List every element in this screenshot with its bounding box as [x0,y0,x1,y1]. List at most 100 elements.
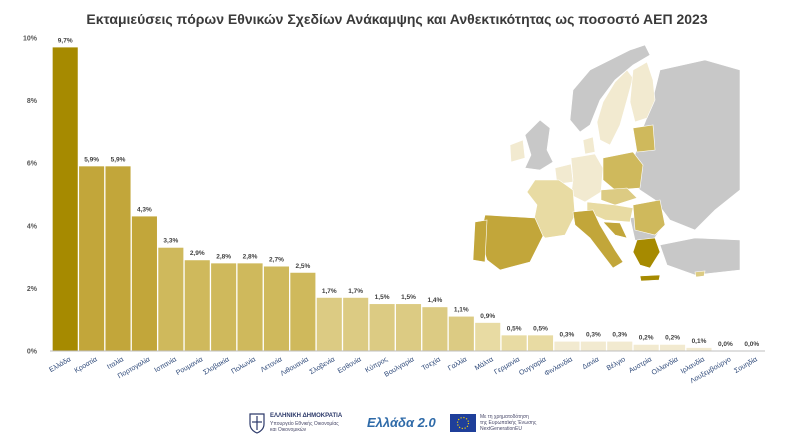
map-portugal [472,219,488,263]
gov-title: ΕΛΛΗΝΙΚΗ ΔΗΜΟΚΡΑΤΙΑ [270,413,343,419]
value-label: 4,3% [137,206,152,213]
bars [52,47,712,351]
x-tick-label: Ελλάδα [48,355,72,374]
bar [422,307,448,351]
bar [237,263,263,351]
y-tick-label: 4% [27,223,38,230]
x-tick-label: Δανία [581,355,600,371]
value-label: 0,3% [612,332,627,339]
x-tick-label: Λιθουανία [279,355,310,377]
value-label: 1,7% [348,288,363,295]
y-tick-label: 6% [27,161,38,168]
x-tick-label: Φινλανδία [543,355,574,377]
map-romania-bulgaria [632,199,666,236]
bar [184,260,210,351]
map-germany [570,153,604,203]
x-tick-label: Πολωνία [230,355,257,375]
chart-title: Εκταμιεύσεις πόρων Εθνικών Σχεδίων Ανάκα… [86,11,708,27]
map-uk [524,119,554,171]
x-tick-label: Τσεχία [420,355,442,372]
bar [52,47,78,351]
value-label: 0,0% [744,341,759,348]
bar [395,304,422,351]
bar [475,322,501,351]
bar [527,335,554,351]
value-label: 0,3% [560,332,575,339]
value-label: 1,5% [401,294,416,301]
x-tick-label: Ολλανδία [650,355,679,377]
map-crete [639,274,661,282]
gov-ministry: Υπουργείο Εθνικής Οικονομίας [270,421,339,427]
value-label: 2,9% [190,250,205,257]
value-label: 0,5% [507,325,522,332]
x-tick-label: Ισπανία [153,355,178,374]
x-tick-label: Ιταλία [106,355,125,371]
value-label: 5,9% [84,156,99,163]
value-label: 0,3% [586,332,601,339]
value-label: 1,4% [427,297,442,304]
y-tick-label: 8% [27,98,38,105]
bar [633,344,659,351]
value-label: 2,5% [295,263,310,270]
eu-logo: Με τη χρηματοδότηση της Ευρωπαϊκής Ένωση… [450,410,570,440]
coat-of-arms-icon [249,413,265,434]
x-tick-label: Σλοβακία [202,355,231,376]
map-sweden [596,69,634,146]
bar [105,166,131,351]
bar [501,335,527,351]
value-label: 5,9% [111,156,126,163]
europe-map [472,44,740,282]
value-label: 0,5% [533,325,548,332]
map-poland [602,151,644,191]
bar [263,266,290,351]
map-croatia [602,221,628,239]
bar [316,297,342,351]
y-axis: 0% 2% 4% 6% 8% 10% [23,36,38,356]
bar [369,304,395,351]
x-tick-label: Ρουμανία [175,355,205,377]
map-france [526,179,576,239]
bar [660,344,686,351]
map-czech-slovakia [600,187,638,206]
map-baltics [632,124,656,153]
gov-logo: ΕΛΛΗΝΙΚΗ ΔΗΜΟΚΡΑΤΙΑ Υπουργείο Εθνικής Οι… [248,410,358,440]
x-tick-label: Κροατία [73,355,99,374]
bar [580,341,606,351]
gov-ministry-2: και Οικονομικών [270,427,307,433]
value-label: 0,2% [665,335,680,342]
eu-text-2: της Ευρωπαϊκής Ένωσης [480,420,537,426]
bar [343,297,369,351]
value-label: 3,3% [163,238,178,245]
value-label: 0,2% [639,335,654,342]
x-tick-label: Γερμανία [493,355,521,376]
bar [554,341,580,351]
bar [158,247,184,351]
x-tick-label: Γαλλία [447,355,469,372]
map-italy [572,209,624,269]
x-tick-label: Ουγγαρία [518,355,548,377]
eu-text-3: NextGenerationEU [480,426,522,432]
map-cyprus [694,270,706,278]
map-finland [629,61,656,123]
value-label: 2,7% [269,256,284,263]
value-label: 1,1% [454,307,469,314]
value-label: 2,8% [243,253,258,260]
value-label: 1,7% [322,288,337,295]
greece-2-0-logo: Ελλάδα 2.0 [365,410,445,440]
map-ireland [509,139,526,163]
value-labels: 9,7% 5,9% 5,9% 4,3% 3,3% 2,9% 2,8% 2,8% 2,7% 2,5%… [58,37,760,348]
bar [79,166,105,351]
map-spain [479,214,544,271]
map-turkey [659,237,740,276]
y-tick-label: 0% [27,349,38,356]
bar [448,316,474,351]
map-denmark [582,136,596,155]
value-label: 1,5% [375,294,390,301]
bar [290,272,316,351]
x-tick-label: Βουλγαρία [383,355,416,378]
map-norway [569,44,651,133]
x-tick-label: Εσθονία [336,355,362,375]
y-tick-label: 2% [27,286,38,293]
value-label: 2,8% [216,253,231,260]
